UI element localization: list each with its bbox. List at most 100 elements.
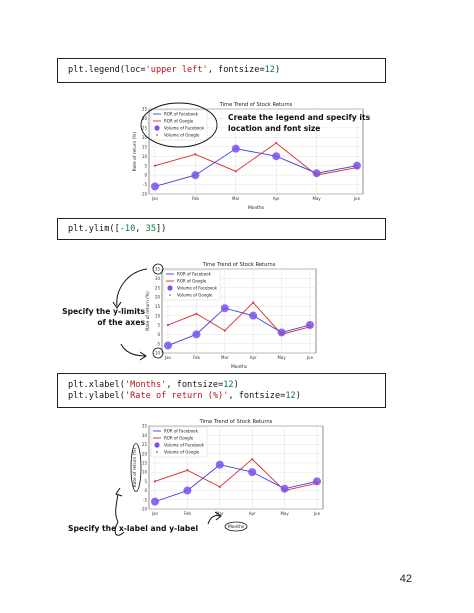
chart-figure-1: Time Trend of Stock Returns -10 -5 0 5 10 15 20… — [127, 99, 367, 212]
point-volume-google — [153, 480, 157, 483]
point-volume-facebook — [312, 169, 321, 178]
chart-figure-2: Time Trend of Stock Returns -10 -5 0 5 10 15 20… — [140, 259, 320, 371]
ylim-annotation: Specify the y-limits of the axes — [55, 306, 145, 328]
y-tick-label: 35 — [142, 424, 148, 429]
legend-annotation-line-1: Create the legend and specify its — [228, 113, 371, 122]
ylim-annotation-line-2: of the axes — [97, 318, 145, 327]
x-tick-label: Apr — [250, 355, 257, 360]
code-arg: , fontsize= — [166, 379, 224, 390]
arrow-head-top — [112, 301, 122, 309]
legend-box — [150, 426, 208, 458]
legend-swatch-volume-facebook — [167, 285, 173, 291]
ylim-annotation-line-1: Specify the y-limits — [62, 307, 145, 316]
labels-annotation: Specify the x-label and y-label — [68, 523, 198, 534]
y-tick-label: 15 — [142, 460, 148, 465]
legend-label: Volume of Facebook — [164, 126, 205, 131]
y-tick-label: -10 — [140, 192, 147, 197]
code-paren: ) — [295, 390, 301, 401]
point-volume-google — [308, 325, 312, 328]
y-tick-label: 25 — [142, 442, 148, 447]
labels-arrows — [114, 487, 222, 536]
legend-annotation-line-2: location and font size — [228, 124, 321, 133]
chart-title: Time Trend of Stock Returns — [199, 419, 273, 425]
y-tick-label: -5 — [156, 341, 160, 346]
point-volume-facebook — [353, 161, 361, 170]
point-volume-google — [315, 174, 318, 177]
point-volume-google — [283, 489, 286, 492]
point-volume-facebook — [306, 321, 314, 329]
arrow-to-top-limit — [116, 268, 148, 307]
x-tick-label: Jun — [353, 196, 361, 201]
point-volume-google — [252, 301, 255, 304]
y-tick-label: 0 — [144, 173, 147, 178]
code-sep: , — [135, 223, 146, 234]
point-volume-facebook — [151, 182, 159, 191]
y-tick-label: 10 — [142, 154, 148, 159]
arrow-to-bottom-limit — [120, 343, 146, 357]
chart-figure-3: Time Trend of Stock Returns -10 -5 0 5 10 15 20… — [127, 416, 327, 532]
code-number: 12 — [285, 390, 296, 401]
point-volume-google — [166, 323, 170, 327]
y-tick-label: 0 — [157, 332, 160, 337]
code-line-xlabel: plt.xlabel('Months', fontsize=12) — [68, 380, 375, 391]
y-tick-label: 30 — [142, 433, 148, 438]
xlabel-highlight — [224, 521, 248, 532]
x-tick-label: Jan — [151, 196, 159, 201]
y-tick-label: 15 — [155, 304, 161, 309]
legend-highlight-ring — [140, 102, 218, 148]
code-line-ylabel: plt.ylabel('Rate of return (%)', fontsiz… — [68, 391, 375, 402]
legend-label: Volume of Google — [164, 450, 200, 455]
x-axis-label: Months — [248, 205, 265, 211]
y-tick-label: 35 — [155, 267, 161, 272]
code-string: 'Months' — [124, 379, 167, 390]
y-tick-label: -10 — [140, 507, 147, 512]
x-axis-label: Months — [228, 524, 245, 530]
code-paren: ) — [274, 65, 281, 75]
series-line-google — [154, 142, 358, 176]
y-axis-label: Rate of return (%) — [132, 131, 138, 171]
arrow-head-ylabel — [115, 487, 123, 497]
y-tick-label: 25 — [155, 285, 161, 290]
point-volume-google — [315, 482, 319, 485]
point-volume-facebook — [220, 304, 229, 313]
x-tick-label: Mar — [221, 355, 229, 360]
code-block-ylim: plt.ylim([-10, 35]) — [57, 218, 386, 240]
y-tick-label: 25 — [142, 125, 148, 130]
series-line-facebook — [167, 307, 311, 346]
point-volume-facebook — [164, 341, 172, 350]
code-fn: plt.ylabel( — [68, 390, 125, 401]
point-volume-google — [234, 170, 237, 173]
x-tick-label: May — [312, 196, 321, 201]
y-tick-label: -10 — [153, 351, 160, 356]
legend-box — [150, 109, 208, 141]
legend-label: Volume of Google — [164, 133, 200, 138]
legend-label: ROR of Google — [164, 436, 194, 441]
code-number: 12 — [223, 379, 234, 390]
legend-label: ROR of Google — [177, 279, 207, 284]
x-tick-label: Feb — [192, 196, 200, 201]
point-volume-google — [280, 333, 283, 336]
code-block-legend: plt.legend(loc='upper left', fontsize=12… — [57, 58, 386, 83]
code-fn: plt.legend(loc= — [68, 65, 146, 75]
y-tick-label: -5 — [143, 182, 147, 187]
labels-annotation-text: Specify the x-label and y-label — [68, 524, 199, 533]
legend-label: ROR of Facebook — [177, 272, 212, 277]
code-block-labels: plt.xlabel('Months', fontsize=12) plt.yl… — [57, 373, 386, 408]
chart-svg-3: Time Trend of Stock Returns -10 -5 0 5 10 15 20… — [130, 419, 324, 532]
code-arg: , fontsize= — [207, 65, 265, 75]
code-line-legend: plt.legend(loc='upper left', fontsize=12… — [68, 65, 375, 76]
x-tick-label: Apr — [273, 196, 280, 201]
arrow-to-ylabel — [114, 521, 125, 536]
arrow-head-bottom — [139, 351, 147, 361]
chart-svg-2: Time Trend of Stock Returns -10 -5 0 5 10 15 20… — [145, 262, 317, 370]
code-string: 'Rate of return (%)' — [124, 390, 229, 401]
point-volume-google — [194, 153, 197, 156]
point-volume-facebook — [313, 477, 321, 486]
y-tick-label: 20 — [142, 135, 148, 140]
code-string: 'upper left' — [145, 65, 208, 75]
ylim-top-highlight — [152, 263, 164, 275]
x-tick-label: Jun — [306, 355, 314, 360]
y-axis-label: Rate of return (%) — [145, 291, 151, 331]
legend-swatch-volume-facebook — [154, 442, 160, 448]
point-volume-facebook — [215, 460, 224, 469]
